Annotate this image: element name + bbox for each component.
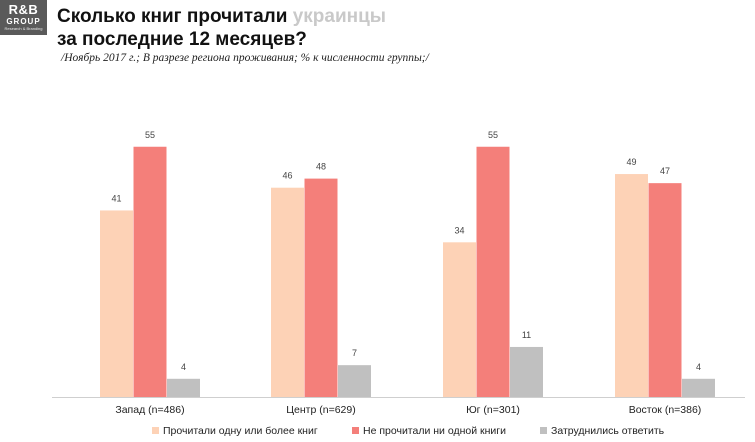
data-label-2-1: 55: [145, 130, 155, 140]
data-label-3-1: 4: [181, 362, 186, 372]
legend-label: Прочитали одну или более книг: [163, 425, 318, 437]
x-tick-label: Центр (n=629): [286, 404, 355, 416]
bar-3-4: [682, 378, 715, 397]
bars-group: [100, 146, 715, 397]
legend-item-1: Прочитали одну или более книг: [152, 425, 318, 437]
logo-group: GROUP: [6, 17, 41, 26]
bar-2-4: [648, 183, 682, 397]
bar-1-3: [443, 242, 476, 397]
bar-1-1: [100, 210, 133, 397]
title-part1: Сколько книг прочитали: [57, 6, 293, 27]
data-labels-group: 41 55 4 46 48 7 34 55 11 49 47 4: [111, 130, 701, 372]
data-label-1-2: 46: [282, 171, 292, 181]
bar-2-1: [133, 146, 167, 397]
x-axis-ticks: Запад (n=486) Центр (n=629) Юг (n=301) Вост…: [115, 404, 701, 416]
data-label-2-3: 55: [488, 130, 498, 140]
page-title: Сколько книг прочитали украинцы за после…: [57, 5, 386, 51]
x-tick-label: Запад (n=486): [115, 404, 184, 416]
data-label-3-2: 7: [352, 348, 357, 358]
data-label-3-3: 11: [522, 330, 531, 340]
legend-swatch: [352, 427, 359, 434]
legend-item-2: Не прочитали ни одной книги: [352, 425, 506, 437]
bar-1-2: [271, 187, 304, 397]
legend-swatch: [540, 427, 547, 434]
title-part2: за последние 12 месяцев?: [57, 29, 307, 50]
x-tick-label: Восток (n=386): [629, 404, 702, 416]
bar-2-3: [476, 146, 510, 397]
data-label-3-4: 4: [696, 362, 701, 372]
bar-3-1: [167, 378, 200, 397]
chart-subtitle: /Ноябрь 2017 г.; В разрезе региона прожи…: [61, 52, 429, 64]
bar-3-3: [510, 346, 543, 397]
logo-tagline: Research & Branding: [4, 26, 43, 31]
bar-2-2: [304, 178, 338, 397]
data-label-2-4: 47: [660, 166, 670, 176]
x-tick-label: Юг (n=301): [466, 404, 520, 416]
legend-swatch: [152, 427, 159, 434]
data-label-2-2: 48: [316, 162, 326, 172]
data-label-1-1: 41: [111, 193, 121, 203]
brand-logo: R&B GROUP Research & Branding: [0, 0, 47, 35]
bar-3-2: [338, 365, 371, 397]
logo-brand: R&B: [8, 2, 39, 17]
legend-item-3: Затруднились ответить: [540, 425, 664, 437]
title-highlight: украинцы: [292, 6, 387, 27]
bar-1-4: [615, 174, 648, 397]
legend-label: Не прочитали ни одной книги: [363, 425, 506, 437]
legend-label: Затруднились ответить: [551, 425, 665, 437]
data-label-1-4: 49: [626, 157, 636, 167]
data-label-1-3: 34: [454, 225, 464, 235]
